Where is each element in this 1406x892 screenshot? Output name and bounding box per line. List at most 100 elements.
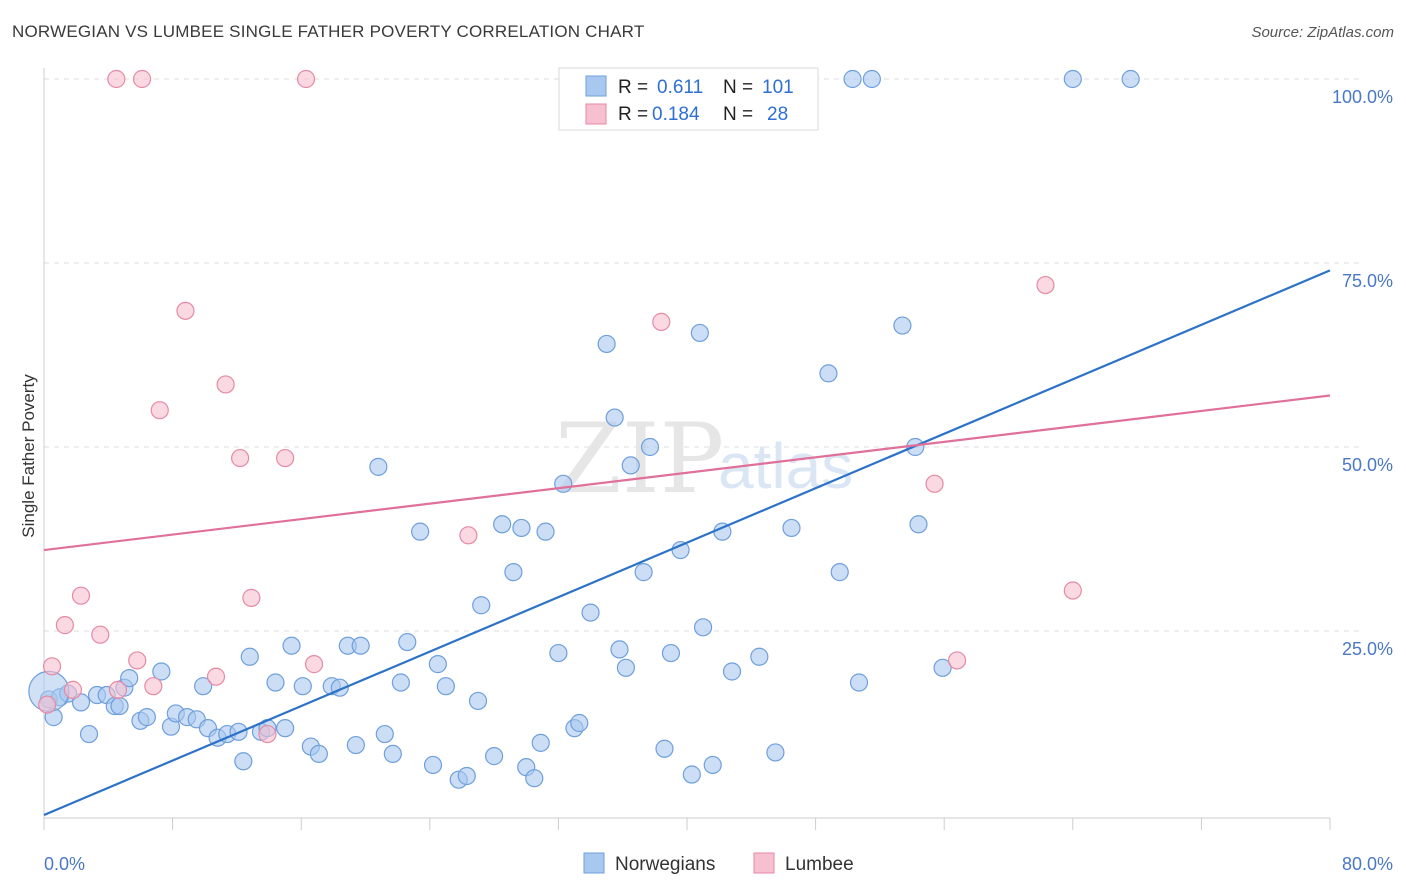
lumbee-point: [38, 695, 57, 714]
norwegians-point: [621, 456, 640, 475]
norwegians-point: [570, 713, 589, 733]
trend-lines: [43, 269, 1331, 817]
legend-n-label-lumbee: N =: [723, 104, 753, 125]
y-axis-label: Single Father Poverty: [19, 374, 38, 538]
norwegians-point: [597, 334, 616, 354]
lumbee-point: [652, 312, 671, 331]
norwegians-point: [468, 691, 488, 711]
lumbee-point: [150, 401, 169, 420]
chart-title: NORWEGIAN VS LUMBEE SINGLE FATHER POVERT…: [12, 22, 645, 41]
lumbee-point: [459, 526, 478, 545]
norwegians-point: [616, 658, 636, 677]
legend-swatch-lumbee: [585, 103, 607, 125]
lumbee-point: [304, 655, 324, 674]
norwegians-point: [293, 677, 312, 696]
norwegians-point: [375, 724, 394, 744]
norwegians-point: [398, 632, 417, 652]
norwegians-point: [610, 640, 629, 659]
norwegians-point: [893, 316, 912, 335]
norwegians-point: [549, 643, 568, 663]
x-tick-label: 80.0%: [1342, 854, 1393, 874]
norwegians-point: [933, 658, 952, 677]
y-tick-labels: 100.0% 75.0% 50.0% 25.0%: [1332, 87, 1393, 659]
norwegians-point: [428, 655, 447, 674]
norwegians-point: [581, 603, 600, 622]
norwegians-point: [766, 743, 785, 762]
lumbee-point: [42, 657, 62, 676]
norwegians-point: [152, 662, 171, 681]
lumbee-point: [132, 69, 152, 89]
bottom-legend-label-norwegians: Norwegians: [615, 854, 715, 875]
norwegians-point: [79, 724, 99, 744]
norwegians-point: [703, 755, 722, 775]
lumbee-trend-line: [43, 394, 1331, 552]
norwegians-point: [531, 733, 550, 752]
norwegians-point: [436, 677, 455, 696]
norwegians-point: [1063, 69, 1082, 89]
legend-swatch-norwegians: [585, 75, 607, 97]
norwegians-point: [843, 69, 862, 89]
source-label: Source: ZipAtlas.com: [1251, 24, 1394, 41]
lumbee-point: [55, 616, 74, 635]
norwegians-point: [485, 747, 504, 766]
lumbee-point: [216, 375, 235, 394]
norwegians-point: [493, 515, 512, 534]
lumbee-point: [176, 301, 195, 320]
norwegians-point: [682, 765, 701, 784]
norwegians-point: [282, 636, 301, 655]
norwegians-point: [554, 474, 573, 493]
lumbee-point: [71, 586, 91, 605]
norwegians-point: [605, 408, 624, 427]
norwegians-point: [862, 69, 881, 89]
norwegians-point: [782, 518, 801, 538]
y-tick-label: 100.0%: [1332, 87, 1393, 107]
legend-r-value-norwegians: 0.611: [657, 77, 703, 98]
watermark-zip: ZIP: [555, 403, 724, 515]
lumbee-point: [206, 667, 226, 686]
bottom-legend-swatch-norwegians: [583, 852, 605, 874]
norwegians-point: [504, 563, 523, 582]
norwegians-point: [525, 769, 544, 788]
lumbee-point: [276, 448, 295, 468]
norwegians-point: [423, 755, 443, 775]
lumbee-point: [91, 625, 110, 644]
lumbee-point: [1036, 275, 1055, 295]
norwegians-point: [693, 618, 713, 637]
grid-lines: [44, 78, 1360, 632]
legend-n-value-norwegians: 101: [762, 77, 794, 98]
norwegians-point: [457, 766, 476, 786]
bottom-legend-swatch-lumbee: [753, 852, 775, 874]
norwegians-point: [240, 647, 259, 666]
lumbee-point: [1063, 581, 1082, 600]
lumbee-point: [258, 724, 277, 744]
lumbee-point: [107, 69, 126, 89]
norwegians-trend-line: [43, 269, 1331, 817]
norwegians-point: [391, 673, 410, 692]
legend-n-value-lumbee: 28: [767, 104, 788, 125]
norwegians-point: [661, 643, 681, 663]
bottom-legend: Norwegians Lumbee: [583, 852, 854, 875]
lumbee-point: [925, 474, 944, 493]
legend-r-label-lumbee: R =: [618, 104, 648, 125]
norwegians-point: [690, 323, 709, 343]
norwegians-point: [909, 515, 928, 534]
y-tick-label: 25.0%: [1342, 639, 1393, 659]
bottom-legend-label-lumbee: Lumbee: [785, 854, 854, 875]
lumbee-point: [144, 677, 163, 696]
norwegians-point: [266, 673, 285, 692]
lumbee-point: [108, 680, 128, 699]
norwegians-point: [120, 669, 139, 688]
norwegians-point: [411, 522, 430, 541]
norwegians-point: [234, 752, 253, 771]
x-tick-label: 0.0%: [44, 854, 85, 874]
norwegians-point: [536, 522, 555, 541]
norwegians-point: [194, 677, 213, 696]
norwegians-point: [634, 563, 653, 582]
lumbee-point: [242, 588, 261, 607]
norwegians-point: [309, 744, 328, 764]
lumbee-point: [231, 448, 250, 468]
norwegians-point: [819, 364, 838, 383]
norwegians-point: [722, 662, 742, 681]
norwegians-point: [383, 744, 402, 764]
lumbee-point: [296, 69, 316, 89]
